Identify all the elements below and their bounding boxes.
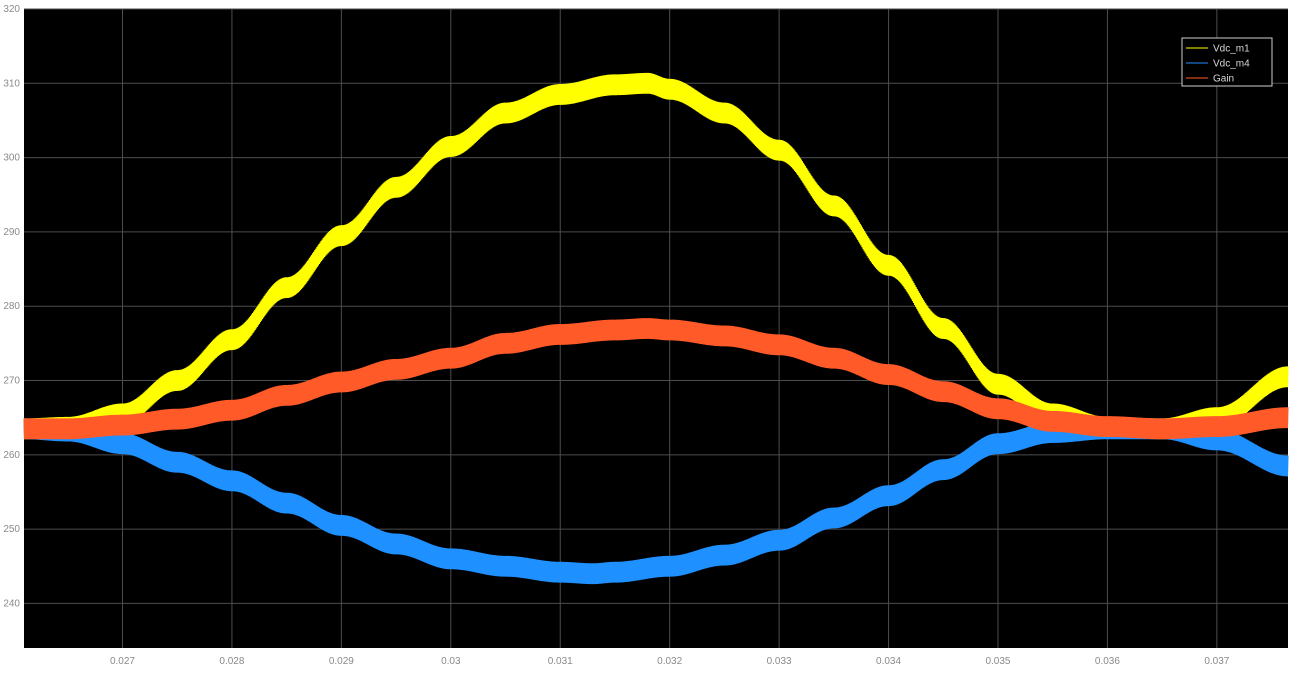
- x-axis-ticks: 0.027 0.028 0.029 0.03 0.031 0.032 0.033 0.034 0…: [110, 656, 1230, 667]
- x-tick-label: 0.029: [329, 656, 354, 667]
- x-tick-label: 0.027: [110, 656, 135, 667]
- y-tick-label: 250: [3, 524, 20, 535]
- legend-label: Gain: [1213, 74, 1234, 85]
- y-tick-label: 300: [3, 153, 20, 164]
- y-tick-label: 270: [3, 376, 20, 387]
- x-tick-label: 0.034: [876, 656, 901, 667]
- y-tick-label: 290: [3, 227, 20, 238]
- y-tick-label: 260: [3, 450, 20, 461]
- trace-gain: [23, 318, 1289, 440]
- y-tick-label: 240: [3, 598, 20, 609]
- x-tick-label: 0.037: [1204, 656, 1229, 667]
- y-tick-label: 280: [3, 301, 20, 312]
- trace-vdc-m1: [23, 72, 1289, 440]
- x-tick-label: 0.031: [548, 656, 573, 667]
- y-tick-label: 310: [3, 78, 20, 89]
- x-tick-label: 0.035: [985, 656, 1010, 667]
- x-tick-label: 0.036: [1095, 656, 1120, 667]
- legend-label: Vdc_m1: [1213, 44, 1250, 55]
- x-tick-label: 0.032: [657, 656, 682, 667]
- legend-label: Vdc_m4: [1213, 59, 1250, 70]
- legend[interactable]: Vdc_m1 Vdc_m4 Gain: [1181, 37, 1273, 87]
- x-tick-label: 0.028: [219, 656, 244, 667]
- x-tick-label: 0.03: [441, 656, 461, 667]
- x-tick-label: 0.033: [767, 656, 792, 667]
- signal-traces: [23, 72, 1289, 585]
- y-tick-label: 320: [3, 4, 20, 15]
- y-axis-ticks: 320 310 300 290 280 270 260 250 240: [3, 4, 20, 609]
